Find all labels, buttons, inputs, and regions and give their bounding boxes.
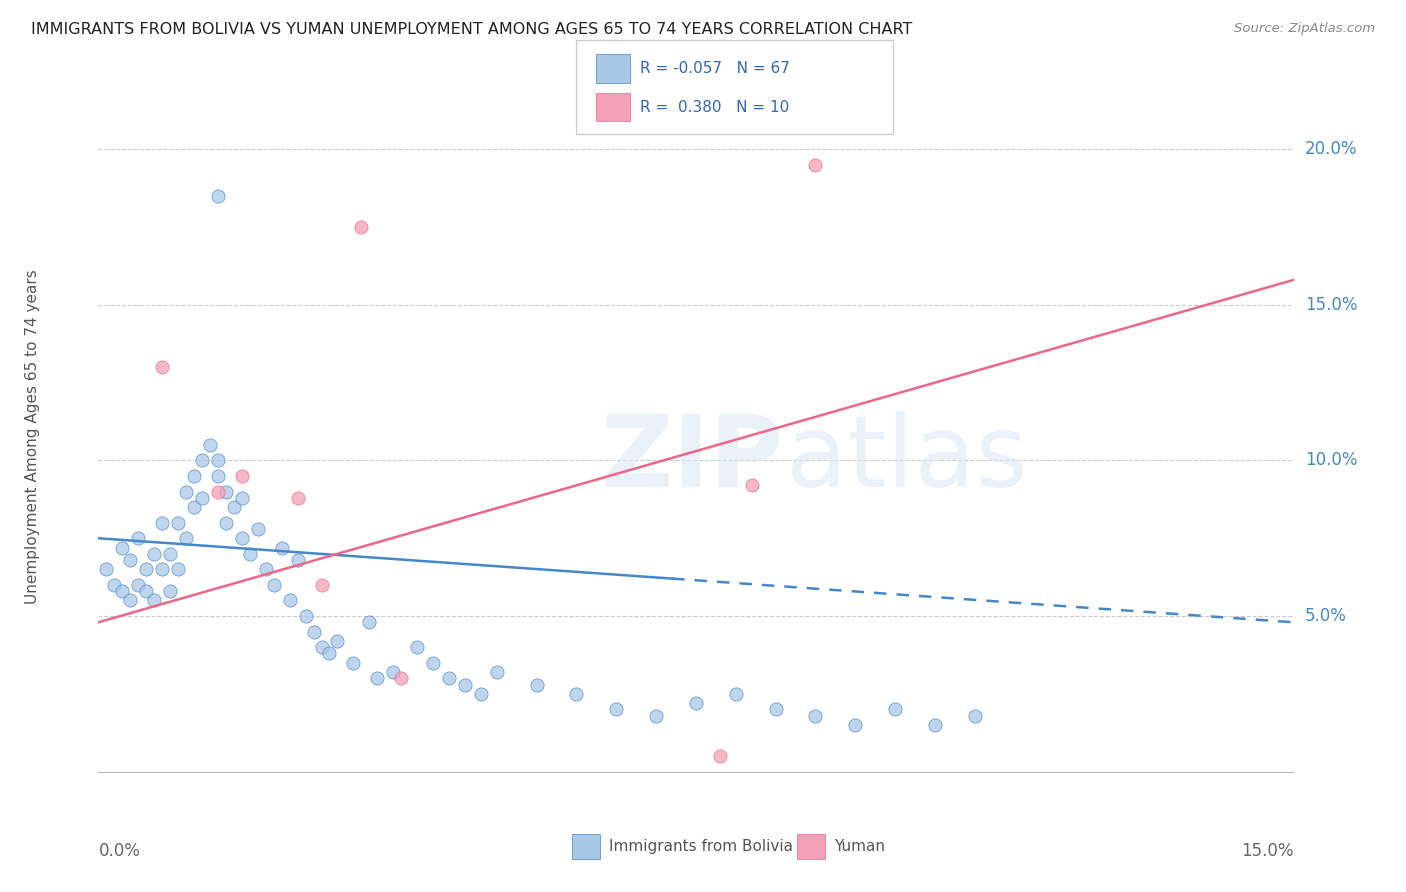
Point (254, 562, 277, 576)
Point (191, 491, 214, 505)
Point (326, 634, 349, 648)
Point (565, 687, 588, 701)
Point (963, 708, 986, 723)
Text: R =  0.380   N = 10: R = 0.380 N = 10 (640, 100, 789, 114)
Point (709, 749, 731, 764)
Point (127, 578, 149, 592)
Point (342, 656, 364, 670)
Point (135, 584, 157, 599)
Point (215, 516, 238, 530)
Point (437, 671, 460, 685)
Point (120, 593, 142, 607)
Point (485, 665, 508, 679)
Point (406, 640, 429, 655)
Point (844, 718, 866, 732)
Point (150, 562, 173, 576)
Point (389, 671, 412, 685)
Point (183, 469, 205, 483)
Point (96, 562, 118, 576)
Point (135, 562, 157, 576)
Text: atlas: atlas (786, 410, 1028, 508)
Point (239, 547, 262, 561)
Point (231, 469, 253, 483)
Point (350, 219, 373, 234)
Text: R = -0.057   N = 67: R = -0.057 N = 67 (640, 62, 790, 76)
Point (359, 615, 381, 630)
Point (605, 702, 627, 716)
Text: IMMIGRANTS FROM BOLIVIA VS YUMAN UNEMPLOYMENT AMONG AGES 65 TO 74 YEARS CORRELAT: IMMIGRANTS FROM BOLIVIA VS YUMAN UNEMPLO… (31, 22, 912, 37)
Point (111, 584, 134, 599)
Point (302, 624, 325, 639)
Text: ZIP: ZIP (600, 410, 783, 508)
Point (294, 609, 316, 624)
Text: Source: ZipAtlas.com: Source: ZipAtlas.com (1234, 22, 1375, 36)
Point (207, 484, 229, 499)
Point (884, 702, 907, 716)
Point (311, 578, 333, 592)
Point (174, 484, 197, 499)
Point (454, 677, 477, 691)
Point (287, 491, 309, 505)
Point (143, 547, 166, 561)
Text: 15.0%: 15.0% (1241, 842, 1294, 860)
Point (143, 593, 166, 607)
Point (765, 702, 787, 716)
Point (167, 516, 190, 530)
Point (366, 671, 388, 685)
Point (150, 359, 173, 374)
Point (159, 584, 181, 599)
Point (526, 677, 548, 691)
Point (724, 687, 747, 701)
Point (103, 578, 125, 592)
Point (741, 478, 763, 492)
Point (120, 553, 142, 567)
Point (422, 656, 444, 670)
Point (191, 453, 214, 467)
Point (231, 531, 253, 545)
Text: 10.0%: 10.0% (1305, 451, 1357, 469)
Point (804, 158, 827, 172)
Point (287, 553, 309, 567)
Point (207, 189, 229, 203)
Text: Unemployment Among Ages 65 to 74 years: Unemployment Among Ages 65 to 74 years (25, 269, 41, 605)
Point (127, 531, 149, 545)
Point (222, 500, 245, 515)
Point (198, 438, 221, 452)
Point (150, 516, 173, 530)
Point (685, 696, 707, 710)
Text: Immigrants from Bolivia: Immigrants from Bolivia (609, 839, 793, 854)
Point (645, 708, 668, 723)
Point (167, 562, 190, 576)
Text: 15.0%: 15.0% (1305, 296, 1357, 314)
Point (159, 547, 181, 561)
Point (270, 541, 292, 555)
Point (207, 469, 229, 483)
Point (924, 718, 946, 732)
Point (318, 647, 340, 661)
Point (246, 522, 269, 536)
Point (263, 578, 285, 592)
Point (174, 531, 197, 545)
Point (470, 687, 492, 701)
Text: 5.0%: 5.0% (1305, 607, 1347, 625)
Point (183, 500, 205, 515)
Text: 20.0%: 20.0% (1305, 140, 1357, 158)
Point (231, 491, 253, 505)
Text: Yuman: Yuman (834, 839, 884, 854)
Text: 0.0%: 0.0% (98, 842, 141, 860)
Point (215, 484, 238, 499)
Point (382, 665, 405, 679)
Point (311, 640, 333, 655)
Point (804, 708, 827, 723)
Point (278, 593, 301, 607)
Point (111, 541, 134, 555)
Point (207, 453, 229, 467)
